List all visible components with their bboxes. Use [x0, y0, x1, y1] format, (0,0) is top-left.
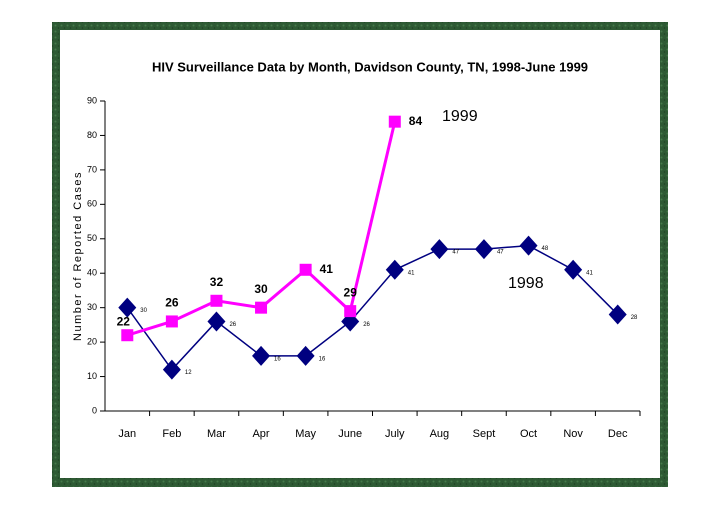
marker [162, 359, 181, 380]
data-label: 12 [185, 370, 192, 376]
x-tick-label: Jan [118, 428, 136, 440]
y-tick-label: 40 [87, 268, 97, 278]
data-label: 47 [497, 250, 504, 256]
data-label: 84 [409, 114, 423, 128]
data-label: 32 [210, 275, 224, 289]
y-tick-label: 80 [87, 130, 97, 140]
marker [344, 305, 357, 318]
series-line [126, 244, 619, 371]
x-tick-label: Dec [608, 428, 628, 440]
marker [519, 235, 538, 256]
series-name: 1999 [442, 108, 478, 125]
data-label: 41 [586, 270, 593, 276]
marker [255, 301, 268, 314]
data-label: 26 [363, 322, 370, 328]
data-label: 16 [319, 356, 326, 362]
x-tick-label: Sept [473, 428, 496, 440]
data-label: 26 [229, 322, 236, 328]
y-tick-label: 90 [87, 95, 97, 105]
data-label: 30 [140, 308, 147, 314]
x-tick-label: Feb [162, 428, 181, 440]
x-tick-label: Apr [252, 428, 269, 440]
y-tick-label: 60 [87, 199, 97, 209]
data-label: 29 [344, 285, 358, 299]
x-tick-label: Nov [563, 428, 583, 440]
data-label: 48 [542, 246, 549, 252]
marker [165, 315, 178, 328]
y-tick-label: 50 [87, 233, 97, 243]
marker [296, 345, 315, 366]
x-tick-label: May [295, 428, 316, 440]
y-tick-label: 0 [92, 405, 97, 415]
chart-title: HIV Surveillance Data by Month, Davidson… [152, 59, 588, 74]
data-label: 28 [631, 315, 638, 321]
y-axis-label: Number of Reported Cases [72, 171, 84, 341]
x-tick-label: July [385, 428, 405, 440]
marker [474, 239, 493, 260]
marker [299, 263, 312, 276]
marker [564, 259, 583, 280]
marker [608, 304, 627, 325]
series-name: 1998 [508, 275, 544, 292]
marker [118, 297, 137, 318]
marker [388, 115, 401, 128]
marker [207, 311, 226, 332]
data-label: 22 [117, 314, 131, 328]
marker [385, 259, 404, 280]
marker [430, 239, 449, 260]
panel [60, 30, 660, 478]
data-label: 47 [452, 250, 459, 256]
marker [210, 294, 223, 307]
x-tick-label: Oct [520, 428, 537, 440]
data-label: 16 [274, 356, 281, 362]
y-tick-label: 70 [87, 164, 97, 174]
y-tick-label: 10 [87, 371, 97, 381]
x-tick-label: Aug [430, 428, 450, 440]
data-label: 26 [165, 296, 179, 310]
data-label: 41 [408, 270, 415, 276]
marker [252, 345, 271, 366]
y-tick-label: 30 [87, 302, 97, 312]
data-label: 30 [254, 282, 268, 296]
data-label: 41 [320, 262, 334, 276]
marker [121, 329, 134, 342]
x-tick-label: Mar [207, 428, 226, 440]
x-tick-label: June [338, 428, 362, 440]
y-tick-label: 20 [87, 336, 97, 346]
